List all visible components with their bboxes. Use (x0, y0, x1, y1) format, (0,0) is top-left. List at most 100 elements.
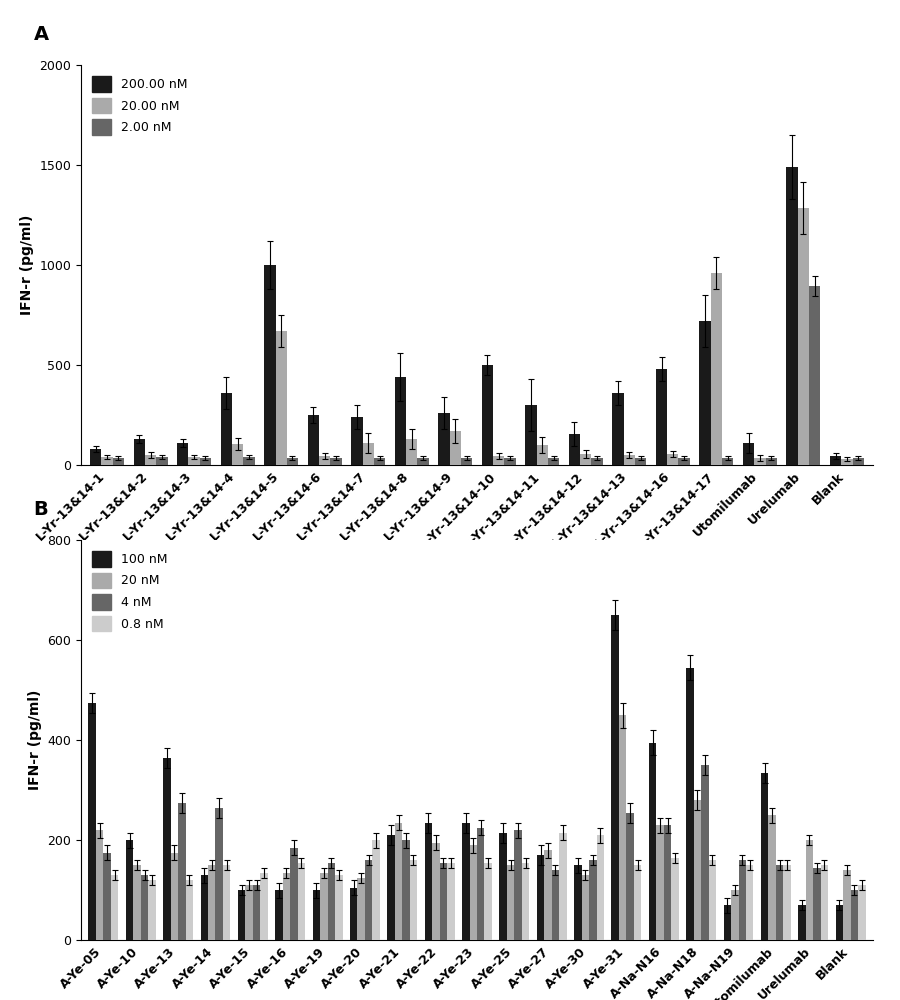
Bar (145, 455, 157, 465)
Bar (134, 439, 145, 465)
Bar (171, 852, 178, 940)
Bar (298, 862, 305, 940)
Bar (711, 273, 722, 465)
Bar (253, 885, 260, 940)
Bar (569, 434, 580, 465)
Bar (611, 615, 619, 940)
Bar (104, 852, 111, 940)
Bar (574, 865, 581, 940)
Bar (522, 862, 529, 940)
Bar (395, 822, 402, 940)
Bar (148, 880, 156, 940)
Bar (425, 822, 432, 940)
Bar (664, 825, 671, 940)
Bar (597, 835, 604, 940)
Bar (515, 830, 522, 940)
Bar (112, 458, 124, 465)
Bar (850, 890, 858, 940)
Bar (374, 458, 385, 465)
Bar (635, 458, 646, 465)
Bar (699, 321, 711, 465)
Bar (312, 890, 320, 940)
Bar (634, 865, 642, 940)
Y-axis label: IFN-r (pg/ml): IFN-r (pg/ml) (20, 215, 34, 315)
Bar (858, 885, 866, 940)
Bar (96, 830, 104, 940)
Bar (319, 456, 330, 465)
Bar (852, 458, 864, 465)
Bar (208, 865, 215, 940)
Bar (215, 808, 223, 940)
Bar (290, 848, 298, 940)
Bar (223, 865, 230, 940)
Bar (739, 860, 746, 940)
Bar (731, 890, 739, 940)
Y-axis label: IFN-r (pg/ml): IFN-r (pg/ml) (28, 690, 41, 790)
Bar (484, 862, 492, 940)
Bar (760, 772, 769, 940)
Bar (559, 832, 567, 940)
Bar (439, 862, 447, 940)
Bar (619, 715, 626, 940)
Bar (88, 702, 96, 940)
Bar (626, 812, 634, 940)
Bar (140, 875, 148, 940)
Bar (335, 875, 343, 940)
Bar (536, 855, 544, 940)
Bar (656, 369, 667, 465)
Bar (90, 449, 102, 465)
Bar (787, 167, 797, 465)
Bar (330, 458, 342, 465)
Bar (477, 828, 484, 940)
Bar (387, 835, 395, 940)
Bar (809, 286, 820, 465)
Bar (766, 458, 777, 465)
Bar (526, 405, 536, 465)
Bar (243, 457, 255, 465)
Bar (357, 878, 364, 940)
Legend: 200.00 nM, 20.00 nM, 2.00 nM: 200.00 nM, 20.00 nM, 2.00 nM (87, 71, 193, 139)
Bar (461, 458, 472, 465)
Bar (830, 456, 842, 465)
Bar (111, 875, 119, 940)
Bar (612, 393, 624, 465)
Bar (814, 867, 821, 940)
Bar (418, 458, 428, 465)
Legend: 100 nM, 20 nM, 4 nM, 0.8 nM: 100 nM, 20 nM, 4 nM, 0.8 nM (87, 546, 173, 636)
Bar (776, 865, 783, 940)
Bar (507, 865, 515, 940)
Bar (232, 444, 243, 465)
Text: A: A (33, 25, 49, 44)
Bar (432, 842, 439, 940)
Bar (591, 458, 603, 465)
Bar (438, 413, 450, 465)
Bar (462, 822, 470, 940)
Bar (708, 860, 716, 940)
Bar (201, 875, 208, 940)
Bar (493, 456, 504, 465)
Bar (580, 454, 591, 465)
Bar (102, 457, 112, 465)
Bar (552, 870, 559, 940)
Bar (482, 365, 493, 465)
Bar (694, 800, 701, 940)
Bar (746, 865, 753, 940)
Bar (769, 815, 776, 940)
Bar (220, 393, 232, 465)
Bar (504, 458, 516, 465)
Bar (320, 872, 328, 940)
Bar (450, 431, 461, 465)
Bar (308, 415, 319, 465)
Bar (500, 832, 507, 940)
Bar (821, 865, 828, 940)
Bar (656, 825, 664, 940)
Bar (742, 443, 754, 465)
Bar (351, 417, 363, 465)
Bar (260, 872, 268, 940)
Bar (126, 840, 133, 940)
Bar (350, 888, 357, 940)
Bar (806, 840, 814, 940)
Bar (373, 840, 380, 940)
Bar (410, 860, 418, 940)
Text: B: B (33, 500, 49, 519)
